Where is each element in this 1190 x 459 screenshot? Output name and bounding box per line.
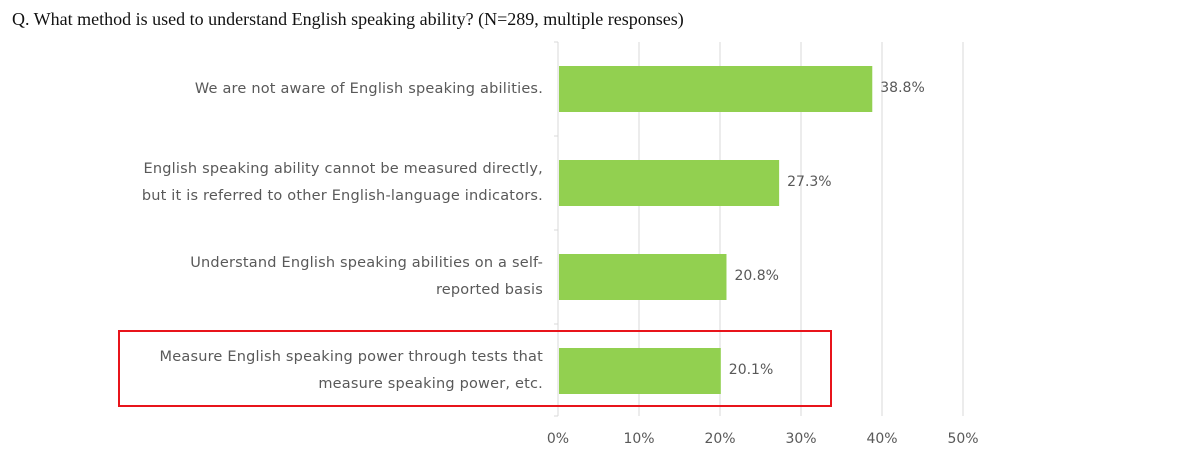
bar-1	[559, 160, 780, 206]
category-label-line: Measure English speaking power through t…	[159, 349, 543, 365]
x-tick-label-1: 10%	[623, 431, 655, 447]
category-label-line: measure speaking power, etc.	[318, 376, 543, 392]
category-label-line: but it is referred to other English-lang…	[141, 188, 543, 204]
bars	[559, 66, 873, 394]
value-label-2: 20.8%	[734, 268, 779, 284]
value-label-0: 38.8%	[880, 80, 925, 96]
value-label-3: 20.1%	[728, 362, 774, 378]
chart-title: Q. What method is used to understand Eng…	[12, 9, 684, 29]
bar-2	[559, 254, 727, 300]
x-tick-label-5: 50%	[947, 431, 979, 447]
x-tick-label-4: 40%	[866, 431, 898, 447]
x-tick-label-0: 0%	[546, 431, 570, 447]
bar-0	[559, 66, 873, 112]
category-label-line: reported basis	[435, 282, 543, 298]
category-label-line: We are not aware of English speaking abi…	[194, 80, 543, 97]
category-label-1: English speaking ability cannot be measu…	[100, 156, 543, 210]
highlight-box	[118, 330, 832, 407]
x-tick-label-2: 20%	[704, 431, 736, 447]
bar-3	[559, 348, 721, 394]
category-label-line: English speaking ability cannot be measu…	[143, 161, 543, 177]
category-label-0: We are not aware of English speaking abi…	[100, 76, 543, 103]
value-label-1: 27.3%	[787, 174, 832, 190]
x-tick-label-3: 30%	[785, 431, 817, 447]
category-label-line: Understand English speaking abilities on…	[190, 255, 543, 271]
category-label-2: Understand English speaking abilities on…	[100, 250, 543, 304]
category-label-3: Measure English speaking power through t…	[100, 344, 543, 398]
